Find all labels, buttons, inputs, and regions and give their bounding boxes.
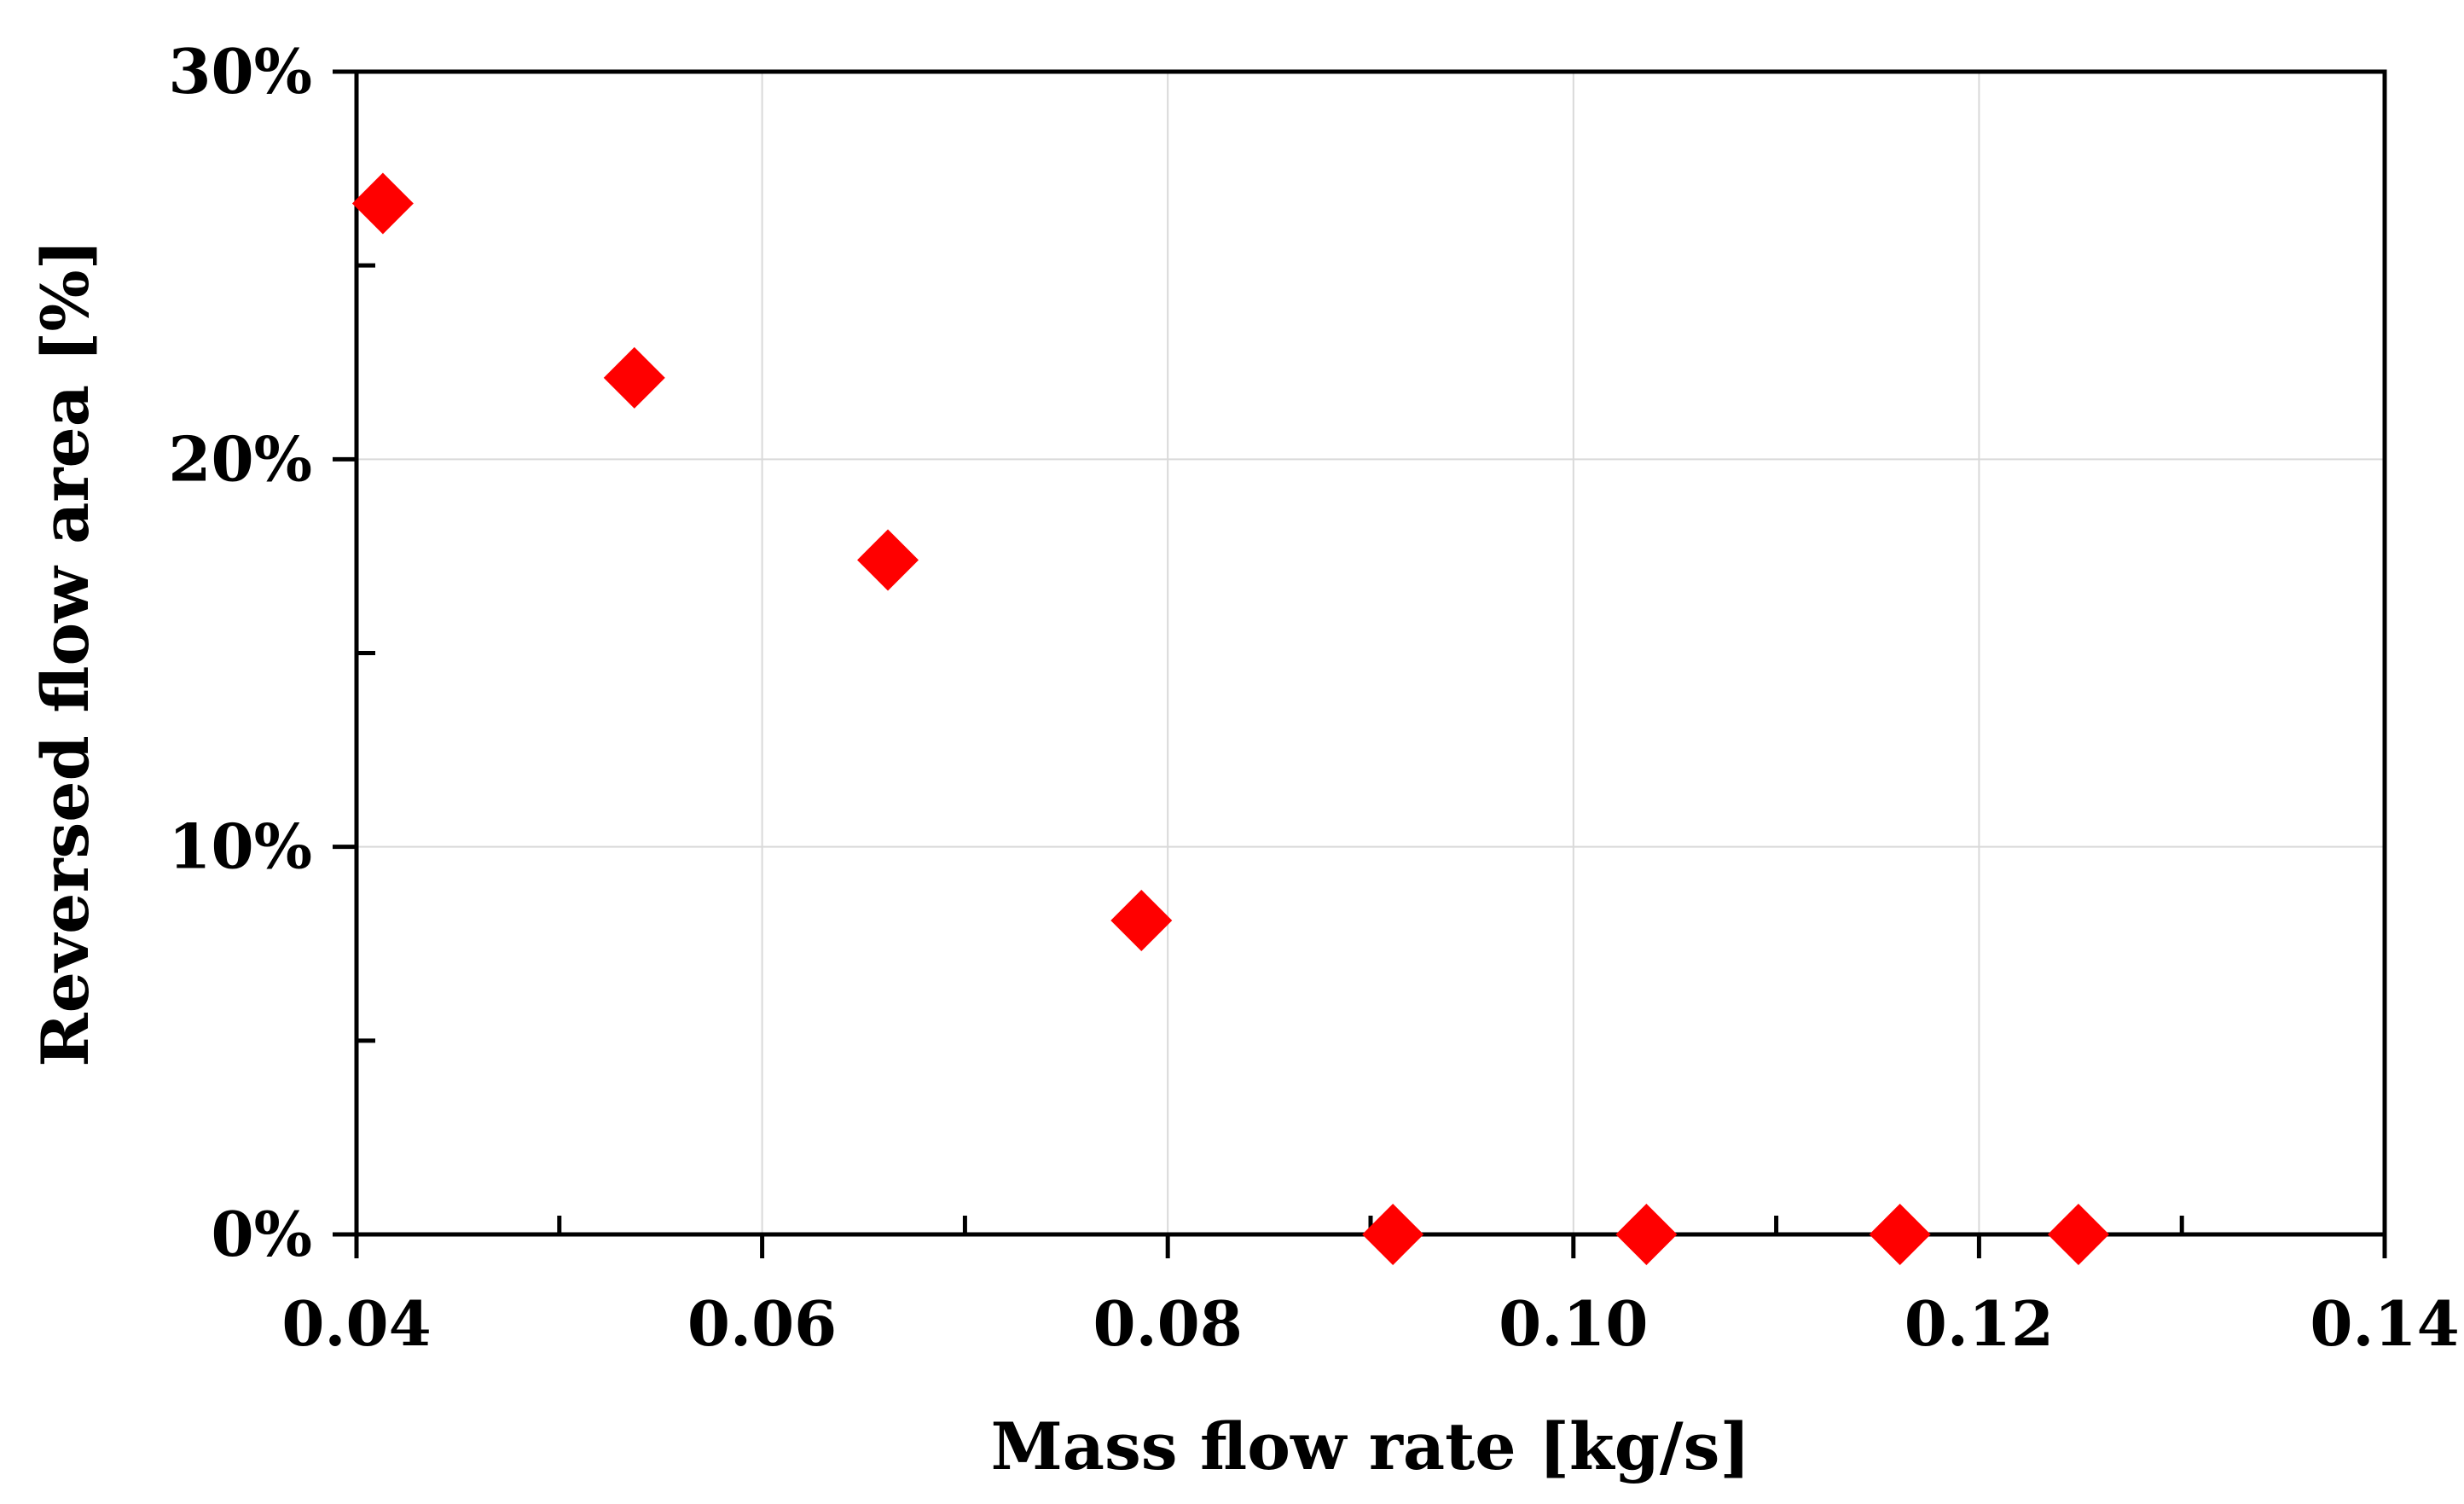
x-tick-label: 0.04 (281, 1287, 431, 1360)
x-axis-tick-labels: 0.04 0.06 0.08 0.10 0.12 0.14 (281, 1287, 2459, 1360)
x-tick-label: 0.12 (1905, 1287, 2054, 1360)
x-tick-label: 0.06 (687, 1287, 837, 1360)
y-tick-label: 20% (168, 422, 312, 495)
gridlines (357, 72, 2385, 1234)
x-axis-title: Mass flow rate [kg/s] (991, 1408, 1751, 1484)
y-tick-label: 30% (168, 35, 312, 107)
x-tick-label: 0.08 (1093, 1287, 1243, 1360)
x-tick-label: 0.10 (1499, 1287, 1648, 1360)
data-point-diamond (1110, 889, 1173, 951)
y-tick-label: 10% (168, 810, 312, 883)
data-point-diamond (2047, 1204, 2109, 1265)
data-points (351, 172, 2109, 1265)
x-tick-label: 0.14 (2310, 1287, 2459, 1360)
data-point-diamond (1615, 1204, 1678, 1265)
y-axis-title: Reversed flow area [%] (27, 239, 103, 1066)
axis-ticks (333, 69, 2387, 1258)
data-point-diamond (1362, 1204, 1424, 1265)
y-axis-tick-labels: 0% 10% 20% 30% (168, 35, 312, 1270)
y-tick-label: 0% (211, 1198, 312, 1270)
data-point-diamond (1869, 1204, 1931, 1265)
data-point-diamond (351, 172, 414, 235)
data-point-diamond (603, 346, 665, 409)
data-point-diamond (857, 529, 919, 591)
